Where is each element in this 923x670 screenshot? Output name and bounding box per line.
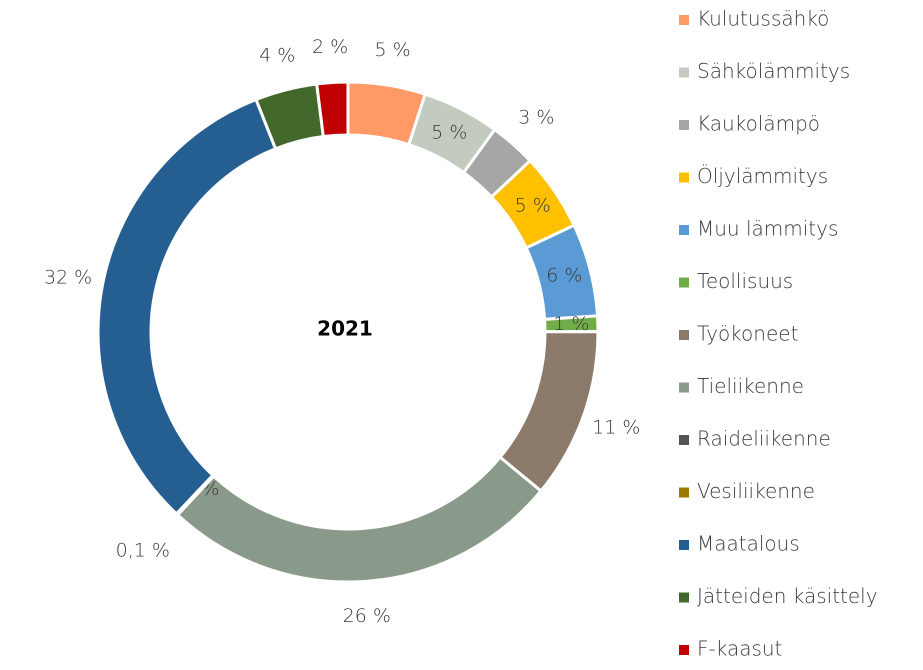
legend-swatch — [679, 15, 689, 25]
chart-title: 2021 — [317, 317, 373, 341]
legend-swatch — [679, 487, 689, 498]
legend-swatch — [679, 645, 689, 655]
legend-swatch — [679, 225, 689, 235]
value-label: 11 % — [592, 417, 640, 439]
legend-label: Tieliikenne — [697, 374, 804, 398]
legend-label: Öljylämmitys — [697, 164, 828, 188]
legend-label: Vesiliikenne — [697, 479, 815, 503]
legend-swatch — [679, 277, 689, 288]
value-label: 3 % — [518, 107, 554, 129]
legend-swatch — [679, 435, 689, 445]
legend-label: Työkoneet — [697, 322, 798, 346]
legend-swatch — [679, 540, 689, 550]
legend-swatch — [679, 67, 689, 78]
value-label: 5 % — [374, 39, 410, 61]
legend-swatch — [679, 120, 689, 130]
legend-label: Jätteiden käsittely — [697, 584, 878, 608]
legend-label: Kulutussähkö — [697, 7, 829, 31]
legend-swatch — [679, 382, 689, 393]
donut-segment — [175, 455, 544, 584]
value-label: 4 % — [259, 44, 295, 66]
value-label: 0,1 % — [116, 539, 170, 561]
value-label: 32 % — [44, 267, 92, 289]
value-label: 1 % — [553, 313, 589, 335]
donut-segment — [497, 330, 600, 494]
donut-segment — [315, 80, 350, 139]
legend-swatch — [679, 172, 689, 183]
donut-segment — [96, 97, 278, 516]
legend-label: Muu lämmitys — [697, 217, 838, 241]
legend-label: F-kaasut — [697, 637, 782, 661]
value-label: 6 % — [546, 265, 582, 287]
value-label: 2 % — [312, 36, 348, 58]
value-label: 5 % — [431, 121, 467, 143]
legend-label: Sähkölämmitys — [697, 59, 850, 83]
legend-swatch — [679, 592, 689, 603]
value-label: 26 % — [343, 605, 391, 627]
value-label: 5 % — [515, 195, 551, 217]
legend-label: Kaukolämpö — [697, 112, 820, 136]
legend-label: Maatalous — [697, 532, 800, 556]
legend-label: Teollisuus — [697, 269, 793, 293]
legend-label: Raideliikenne — [697, 427, 831, 451]
legend-swatch — [679, 330, 689, 340]
